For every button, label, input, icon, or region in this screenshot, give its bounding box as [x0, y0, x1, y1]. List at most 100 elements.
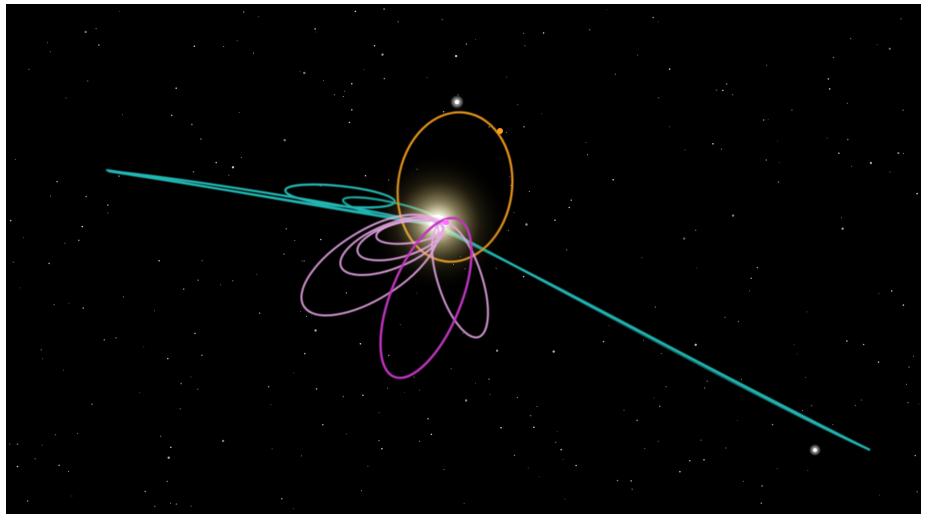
star-icon [98, 44, 100, 46]
star-icon [828, 88, 831, 90]
star-icon [660, 353, 662, 355]
star-icon [630, 480, 632, 482]
star-icon [54, 433, 57, 436]
star-icon [890, 290, 893, 292]
star-icon [170, 446, 172, 449]
star-icon [9, 443, 11, 445]
star-icon [12, 261, 15, 264]
star-icon [71, 495, 73, 497]
star-icon [315, 31, 317, 33]
star-icon [725, 447, 727, 449]
star-icon [706, 380, 709, 383]
star-icon [643, 447, 646, 450]
star-icon [556, 431, 558, 433]
star-icon [201, 354, 203, 357]
star-icon [602, 340, 605, 343]
star-icon [270, 404, 272, 406]
star-icon [524, 45, 526, 47]
star-icon [342, 95, 344, 97]
star-icon [115, 337, 117, 339]
star-icon [527, 467, 529, 469]
star-icon [913, 355, 914, 357]
star-icon [542, 32, 545, 34]
star-icon [253, 52, 254, 54]
star-icon [315, 388, 318, 390]
star-icon [306, 315, 308, 317]
star-icon [606, 9, 608, 11]
star-icon [897, 151, 900, 155]
star-icon [631, 488, 633, 491]
star-icon [507, 229, 509, 231]
star-icon [694, 343, 697, 346]
star-icon [500, 426, 502, 429]
star-icon [732, 94, 734, 96]
star-icon [419, 389, 421, 391]
star-icon [167, 456, 170, 459]
star-icon [95, 28, 97, 29]
star-icon [641, 257, 643, 259]
star-icon [107, 212, 109, 214]
star-icon [314, 329, 317, 332]
star-icon [223, 46, 225, 48]
star-icon [528, 190, 530, 192]
star-icon [771, 423, 774, 426]
star-icon [386, 387, 388, 389]
star-icon [658, 97, 660, 99]
star-icon [322, 423, 324, 426]
star-icon [64, 242, 66, 244]
star-icon [737, 320, 740, 323]
star-icon [200, 138, 202, 140]
star-icon [616, 479, 619, 482]
star-icon [516, 396, 519, 399]
star-icon [454, 54, 458, 58]
star-icon [505, 132, 507, 133]
star-icon [49, 51, 51, 53]
star-icon [806, 311, 808, 313]
star-icon [381, 53, 384, 56]
star-icon [413, 376, 415, 378]
star-icon [68, 302, 70, 304]
star-icon [575, 464, 577, 467]
star-icon [495, 267, 497, 269]
star-icon [373, 45, 376, 47]
star-icon [342, 395, 345, 398]
star-icon [637, 54, 639, 56]
star-icon [267, 385, 270, 388]
star-icon [552, 350, 555, 353]
star-icon [850, 165, 852, 167]
star-icon [694, 229, 697, 232]
star-icon [657, 440, 659, 442]
star-icon [363, 69, 365, 71]
star-icon [523, 32, 525, 34]
star-icon [77, 433, 79, 435]
star-icon [85, 195, 87, 198]
star-icon [807, 469, 809, 471]
star-icon [689, 459, 691, 462]
star-icon [878, 292, 880, 294]
star-icon [777, 140, 779, 142]
star-icon [889, 171, 891, 173]
star-icon [827, 78, 830, 80]
star-icon [878, 494, 880, 496]
star-icon [614, 73, 616, 75]
star-icon [623, 409, 625, 411]
star-icon [16, 443, 19, 446]
star-icon [283, 139, 286, 142]
star-icon [159, 435, 162, 438]
star-icon [345, 433, 347, 435]
star-icon [793, 344, 795, 346]
star-icon [450, 368, 452, 370]
star-icon [525, 223, 528, 226]
star-icon [383, 8, 385, 10]
star-icon [813, 448, 817, 452]
star-icon [299, 71, 301, 72]
star-icon [153, 505, 156, 508]
magenta-orbit [379, 216, 473, 380]
star-icon [902, 304, 905, 306]
star-icon [9, 219, 12, 222]
star-icon [778, 162, 780, 164]
star-icon [238, 112, 240, 114]
star-icon [361, 490, 362, 492]
star-icon [258, 16, 260, 18]
star-icon [510, 184, 512, 186]
